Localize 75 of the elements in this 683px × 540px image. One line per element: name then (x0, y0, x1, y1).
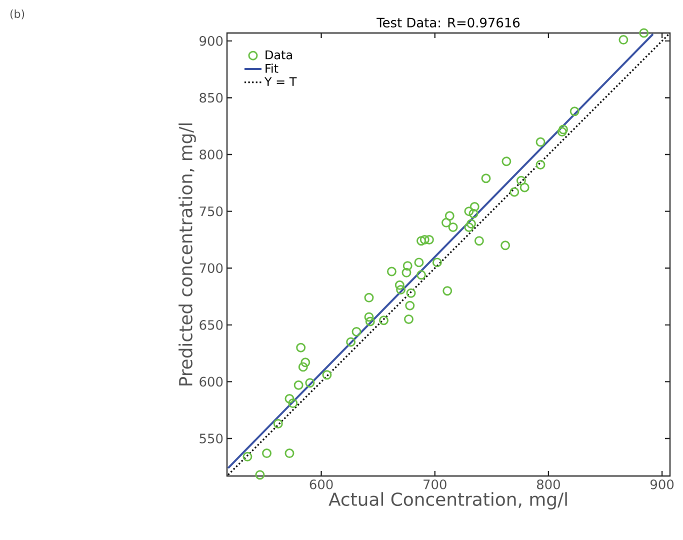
point (536, 160, 546, 170)
point (379, 316, 389, 326)
point (414, 258, 424, 268)
point (346, 337, 356, 347)
point (262, 448, 272, 458)
point (516, 176, 526, 186)
point (510, 187, 520, 197)
point (242, 452, 252, 462)
point (402, 261, 412, 271)
point (470, 202, 480, 212)
point (364, 292, 374, 302)
x-axis-title: Actual Concentration, mg/l (328, 492, 567, 510)
point (255, 470, 265, 480)
point (288, 398, 298, 408)
point (298, 362, 308, 372)
point (394, 280, 404, 290)
point (432, 258, 442, 268)
y-tick-label: 600 (200, 376, 223, 387)
point (305, 378, 315, 388)
point (386, 266, 396, 276)
y-tick-label: 700 (200, 263, 223, 274)
point (294, 380, 304, 390)
point (406, 288, 416, 298)
y-tick-label: 550 (200, 434, 223, 444)
point (502, 156, 512, 166)
point (536, 137, 546, 147)
point (481, 174, 491, 184)
point (500, 240, 510, 250)
chart-title: Test Data: R=0.97616 (376, 18, 520, 28)
legend-label: Fit (266, 64, 278, 73)
point (466, 219, 476, 229)
y-tick-label: 750 (200, 206, 223, 216)
legend-label: Data (266, 50, 292, 60)
point (352, 326, 362, 336)
point (364, 312, 374, 322)
point (424, 234, 434, 244)
text: (b) (10, 10, 24, 20)
point (296, 342, 306, 352)
x-tick-label: 800 (536, 480, 560, 490)
point (405, 300, 415, 310)
point (322, 370, 332, 380)
point (557, 127, 567, 137)
point (464, 222, 474, 232)
y-tick-label: 850 (200, 92, 223, 103)
point (570, 106, 580, 116)
point (300, 358, 310, 368)
y-tick-label: 800 (200, 150, 223, 160)
point (404, 314, 414, 324)
point (468, 208, 478, 218)
legend-label: Y = T (264, 77, 297, 86)
y-axis-title: Predicted concentration, mg/l (178, 123, 196, 386)
point (520, 182, 530, 192)
point (441, 218, 451, 228)
point (402, 268, 412, 278)
point (464, 206, 474, 216)
point (416, 270, 426, 280)
point (284, 394, 294, 404)
point (618, 35, 628, 45)
point (639, 28, 649, 38)
point (273, 418, 283, 428)
point (365, 316, 375, 326)
point (474, 236, 484, 246)
point (442, 286, 452, 296)
y-tick-label: 650 (200, 320, 223, 330)
point (444, 211, 454, 221)
x-tick-label: 600 (310, 480, 333, 490)
x-tick-label: 700 (424, 480, 446, 490)
point (420, 234, 430, 244)
point (284, 448, 294, 458)
point (416, 236, 426, 246)
point (558, 124, 568, 134)
y-tick-label: 900 (200, 36, 223, 46)
point (448, 222, 458, 232)
point (396, 284, 406, 294)
x-tick-label: 900 (650, 480, 674, 490)
